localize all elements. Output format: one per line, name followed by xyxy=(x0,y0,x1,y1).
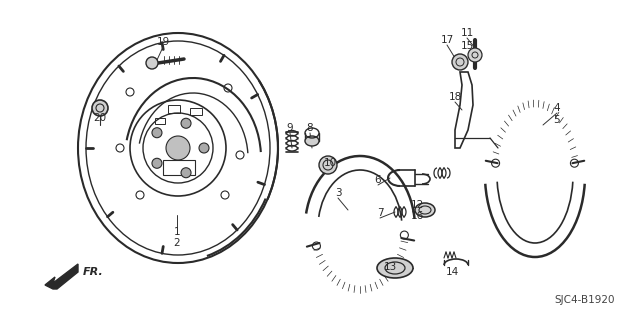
Circle shape xyxy=(468,48,482,62)
Text: 4: 4 xyxy=(554,103,560,113)
Circle shape xyxy=(92,100,108,116)
Text: 5: 5 xyxy=(554,115,560,125)
Ellipse shape xyxy=(305,136,319,146)
Text: 7: 7 xyxy=(377,208,383,218)
Circle shape xyxy=(152,128,162,138)
Ellipse shape xyxy=(377,258,413,278)
Circle shape xyxy=(181,168,191,178)
Circle shape xyxy=(181,118,191,128)
Ellipse shape xyxy=(415,203,435,217)
Circle shape xyxy=(152,158,162,168)
Text: SJC4-B1920: SJC4-B1920 xyxy=(554,295,615,305)
Text: 14: 14 xyxy=(445,267,459,277)
Polygon shape xyxy=(45,264,78,289)
Text: 6: 6 xyxy=(374,175,381,185)
Text: 9: 9 xyxy=(287,123,293,133)
Text: 20: 20 xyxy=(93,113,107,123)
Circle shape xyxy=(452,54,468,70)
Circle shape xyxy=(199,143,209,153)
Circle shape xyxy=(319,156,337,174)
Text: 18: 18 xyxy=(449,92,461,102)
Text: 3: 3 xyxy=(335,188,341,198)
Circle shape xyxy=(166,136,190,160)
Text: 1: 1 xyxy=(173,227,180,237)
Text: 8: 8 xyxy=(307,123,314,133)
Text: 10: 10 xyxy=(323,158,337,168)
Circle shape xyxy=(146,57,158,69)
Text: 17: 17 xyxy=(440,35,454,45)
Text: 15: 15 xyxy=(460,41,474,51)
Text: 19: 19 xyxy=(156,37,170,47)
Text: FR.: FR. xyxy=(83,267,104,277)
Text: 12: 12 xyxy=(410,200,424,210)
Text: 16: 16 xyxy=(410,211,424,221)
Text: 11: 11 xyxy=(460,28,474,38)
Text: 2: 2 xyxy=(173,238,180,248)
Text: 13: 13 xyxy=(383,262,397,272)
